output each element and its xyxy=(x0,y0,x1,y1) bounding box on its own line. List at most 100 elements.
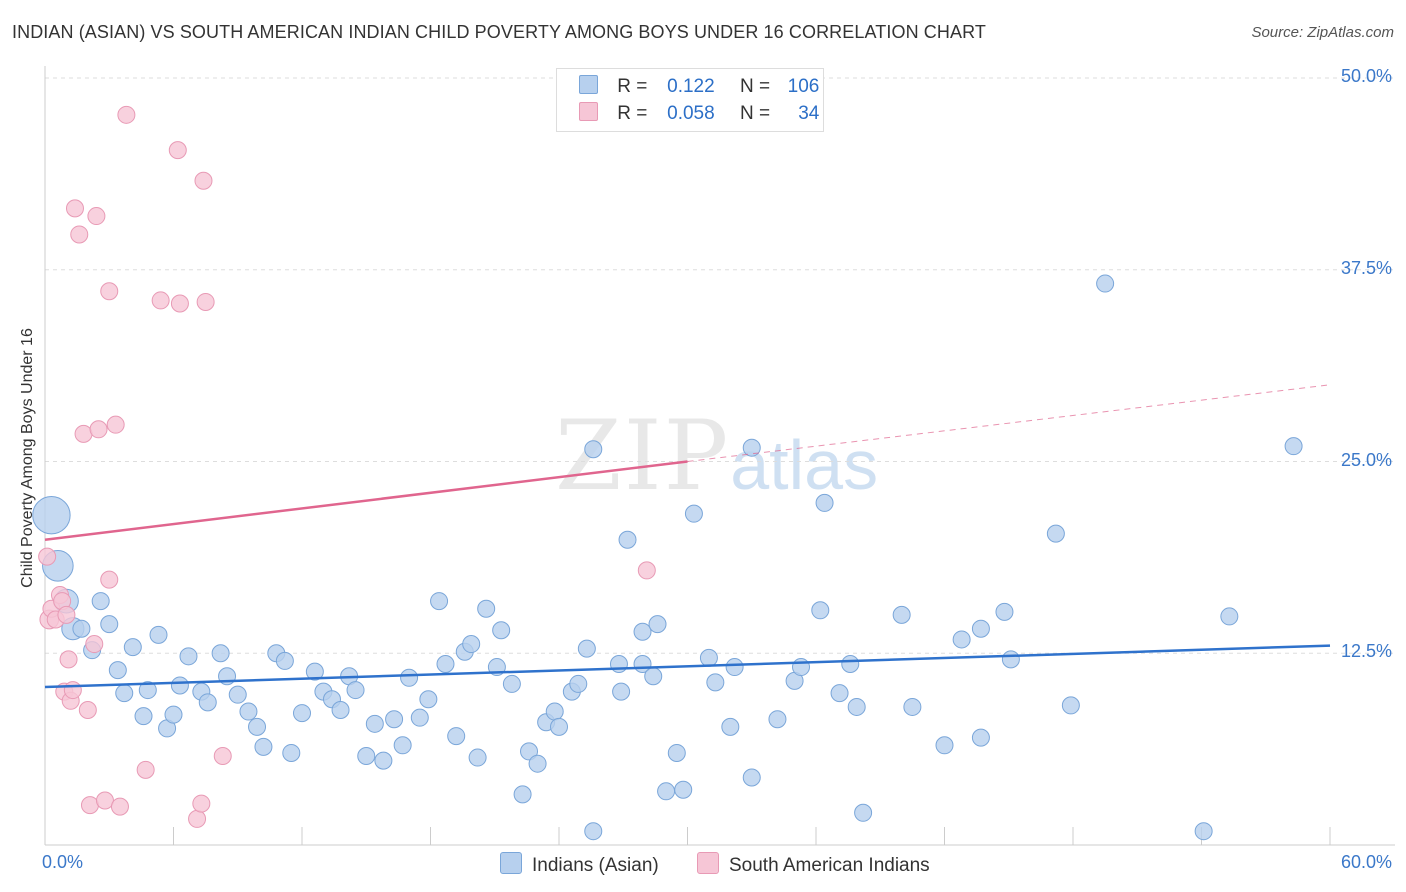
data-point-indians-asian xyxy=(419,690,438,709)
data-point-indians-asian xyxy=(492,621,511,640)
data-point-indians-asian xyxy=(477,599,496,618)
data-point-indians-asian xyxy=(528,754,547,773)
data-point-south-american-indians xyxy=(59,650,78,669)
data-point-indians-asian xyxy=(1061,696,1080,715)
data-point-indians-asian xyxy=(108,661,127,680)
data-point-south-american-indians xyxy=(110,797,129,816)
data-point-indians-asian xyxy=(170,676,189,695)
data-point-indians-asian xyxy=(952,630,971,649)
data-point-south-american-indians xyxy=(136,760,155,779)
data-point-indians-asian xyxy=(365,714,384,733)
data-point-south-american-indians xyxy=(74,424,93,443)
series-indians-asian xyxy=(32,274,1303,841)
data-point-indians-asian xyxy=(584,822,603,841)
data-point-indians-asian xyxy=(768,710,787,729)
legend-n-value: 106 xyxy=(787,76,820,97)
data-point-south-american-indians xyxy=(637,561,656,580)
legend-n-label: N = xyxy=(739,103,771,124)
data-point-indians-asian xyxy=(699,648,718,667)
data-point-south-american-indians xyxy=(106,415,125,434)
data-point-indians-asian xyxy=(32,495,71,535)
bottom-legend-south-american-indians: South American Indians xyxy=(697,852,930,877)
data-point-indians-asian xyxy=(436,654,455,673)
data-point-indians-asian xyxy=(684,504,703,523)
data-point-indians-asian xyxy=(545,702,564,721)
data-point-indians-asian xyxy=(742,438,761,457)
legend-swatch-blue xyxy=(579,75,598,94)
data-point-south-american-indians xyxy=(117,105,136,124)
data-point-indians-asian xyxy=(400,668,419,687)
data-point-south-american-indians xyxy=(196,292,215,311)
watermark: ZIPatlas xyxy=(555,400,878,512)
grid-lines xyxy=(45,77,1395,654)
data-point-south-american-indians xyxy=(57,605,76,624)
legend-r-value: 0.058 xyxy=(667,103,715,124)
stats-legend: R = 0.122 N = 106 R = 0.058 N = 34 xyxy=(556,68,824,132)
data-point-indians-asian xyxy=(971,728,990,747)
data-point-indians-asian xyxy=(742,768,761,787)
data-point-indians-asian xyxy=(179,647,198,666)
chart-title: INDIAN (ASIAN) VS SOUTH AMERICAN INDIAN … xyxy=(12,22,986,42)
data-point-indians-asian xyxy=(385,710,404,729)
data-point-south-american-indians xyxy=(151,291,170,310)
data-point-indians-asian xyxy=(612,682,631,701)
data-point-indians-asian xyxy=(134,707,153,726)
bottom-legend-label: Indians (Asian) xyxy=(532,855,659,876)
data-point-indians-asian xyxy=(657,782,676,801)
data-point-south-american-indians xyxy=(192,794,211,813)
data-point-south-american-indians xyxy=(80,796,99,815)
data-point-indians-asian xyxy=(1001,650,1020,669)
bottom-legend-swatch-blue xyxy=(500,852,522,874)
series-south-american-indians xyxy=(38,105,656,828)
data-point-indians-asian xyxy=(644,667,663,686)
data-point-indians-asian xyxy=(468,748,487,767)
data-point-south-american-indians xyxy=(213,747,232,766)
data-point-south-american-indians xyxy=(168,141,187,160)
legend-row-pink: R = 0.058 N = 34 xyxy=(579,102,819,126)
data-point-south-american-indians xyxy=(78,701,97,720)
legend-swatch-pink xyxy=(579,102,598,121)
data-point-indians-asian xyxy=(971,619,990,638)
bottom-legend-label: South American Indians xyxy=(729,855,930,876)
data-point-indians-asian xyxy=(502,674,521,693)
watermark-atlas: atlas xyxy=(730,426,879,504)
data-point-indians-asian xyxy=(725,658,744,677)
data-point-indians-asian xyxy=(1220,607,1239,626)
data-point-south-american-indians xyxy=(188,809,207,828)
data-point-south-american-indians xyxy=(95,791,114,810)
data-point-south-american-indians xyxy=(170,294,189,313)
source-label: Source: ZipAtlas.com xyxy=(1251,24,1394,41)
data-point-indians-asian xyxy=(577,639,596,658)
data-point-indians-asian xyxy=(569,674,588,693)
data-point-indians-asian xyxy=(462,635,481,654)
legend-n-value: 34 xyxy=(798,103,820,124)
trend-line-south-american-indians xyxy=(44,460,688,541)
data-point-south-american-indians xyxy=(194,171,213,190)
data-point-indians-asian xyxy=(667,743,686,762)
data-point-south-american-indians xyxy=(70,225,89,244)
y-tick-label: 25.0% xyxy=(1340,449,1392,470)
data-point-south-american-indians xyxy=(65,199,84,218)
data-point-indians-asian xyxy=(584,440,603,459)
data-point-indians-asian xyxy=(1284,437,1303,456)
data-point-indians-asian xyxy=(357,747,376,766)
data-point-indians-asian xyxy=(228,685,247,704)
axes xyxy=(44,66,1395,846)
data-point-indians-asian xyxy=(513,785,532,804)
watermark-zip: ZIP xyxy=(555,400,731,512)
data-point-indians-asian xyxy=(1096,274,1115,293)
data-point-indians-asian xyxy=(149,625,168,644)
data-point-indians-asian xyxy=(72,619,91,638)
data-point-indians-asian xyxy=(374,751,393,770)
data-point-indians-asian xyxy=(447,727,466,746)
data-point-indians-asian xyxy=(100,615,119,634)
legend-r-label: R = xyxy=(617,76,648,97)
data-point-indians-asian xyxy=(164,705,183,724)
data-point-indians-asian xyxy=(935,736,954,755)
data-point-indians-asian xyxy=(633,622,652,641)
data-point-indians-asian xyxy=(430,592,449,611)
data-point-indians-asian xyxy=(275,651,294,670)
data-point-south-american-indians xyxy=(38,547,57,566)
data-point-south-american-indians xyxy=(87,207,106,226)
